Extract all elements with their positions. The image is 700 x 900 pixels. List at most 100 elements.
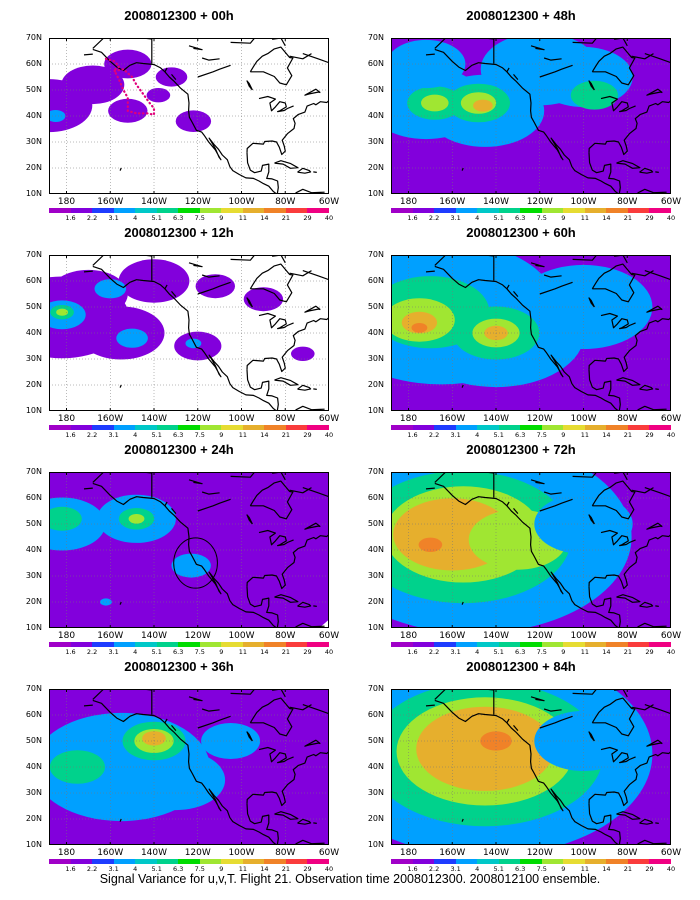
longitude-label: 120W <box>184 414 211 424</box>
coastline <box>639 167 654 174</box>
colorbar-label: 14 <box>260 865 269 873</box>
map-border <box>49 689 329 845</box>
colorbar-swatch <box>307 642 330 647</box>
coastline <box>434 482 620 628</box>
colorbar-label: 11 <box>238 648 247 656</box>
latitude-label: 50N <box>25 519 42 528</box>
coastline <box>297 818 312 825</box>
colorbar-label: 11 <box>580 214 589 222</box>
longitude-label: 60W <box>318 631 340 641</box>
colorbar-swatch <box>541 859 564 864</box>
colorbar-label: 3.1 <box>450 865 461 873</box>
colorbar-label: 3.1 <box>108 214 119 222</box>
coastline <box>530 45 545 51</box>
variance-blob <box>146 88 171 103</box>
longitude-label: 80W <box>275 631 296 641</box>
colorbar-swatch <box>434 208 457 213</box>
coastline <box>188 45 203 51</box>
colorbar-label: 14 <box>602 865 611 873</box>
colorbar-swatch <box>477 425 500 430</box>
variance-blob <box>570 80 618 110</box>
colorbar-label: 21 <box>623 648 633 656</box>
map-border <box>49 472 329 628</box>
forecast-panel: 2008012300 + 84h 70N 60N 50N 40N 30N 20N 10N 180… <box>356 659 686 875</box>
longitude-label: 60W <box>318 414 340 424</box>
coastline <box>588 80 595 91</box>
longitude-label: 160W <box>97 414 124 424</box>
colorbar-label: 6.3 <box>173 648 184 656</box>
panel-title: 2008012300 + 00h <box>124 8 234 23</box>
variance-blob <box>128 514 145 524</box>
map-plot-area <box>49 472 329 628</box>
colorbar-label: 7.5 <box>194 648 205 656</box>
coastline <box>258 95 294 113</box>
colorbar-swatch <box>606 859 629 864</box>
colorbar-swatch <box>455 208 478 213</box>
colorbar-swatch <box>49 859 72 864</box>
latitude-label: 50N <box>25 302 42 311</box>
coastline <box>246 586 279 628</box>
coastline <box>164 67 168 73</box>
latitude-label: 40N <box>25 545 42 554</box>
map-border <box>391 38 671 194</box>
map-plot-area <box>391 255 671 411</box>
colorbar-label: 40 <box>666 214 676 222</box>
colorbar <box>391 642 672 647</box>
coastline <box>304 88 321 96</box>
longitude-label: 140W <box>140 414 168 424</box>
coastline <box>201 708 220 712</box>
colorbar-swatch <box>412 208 435 213</box>
colorbar-swatch <box>178 859 201 864</box>
variance-blob <box>56 308 68 316</box>
colorbar-label: 1.6 <box>407 431 418 439</box>
colorbar-label: 5.1 <box>151 648 162 656</box>
coastline <box>539 498 573 512</box>
latitude-label: 60N <box>367 493 384 502</box>
colorbar-label: 1.6 <box>65 431 76 439</box>
colorbar-label: 7.5 <box>536 865 547 873</box>
colorbar-label: 1.6 <box>65 865 76 873</box>
coastline <box>425 487 435 490</box>
colorbar-label: 21 <box>281 431 291 439</box>
colorbar-label: 6.3 <box>173 214 184 222</box>
coastline <box>530 479 545 485</box>
colorbar-label: 7.5 <box>536 214 547 222</box>
map-plot-area <box>49 689 329 845</box>
coastline <box>83 53 93 56</box>
colorbar-label: 2.2 <box>86 648 98 656</box>
colorbar-label: 1.6 <box>65 648 76 656</box>
forecast-panel: 2008012300 + 72h 70N 60N 50N 40N 30N 20N 10N 180… <box>356 442 686 658</box>
colorbar-swatch <box>156 208 179 213</box>
coastline <box>289 53 312 60</box>
colorbar-label: 29 <box>303 214 312 222</box>
latitude-label: 70N <box>25 33 42 42</box>
coastline <box>246 750 329 807</box>
colorbar-swatch <box>434 642 457 647</box>
colorbar-swatch <box>649 208 672 213</box>
longitude-label: 80W <box>275 197 296 207</box>
colorbar-swatch <box>563 425 586 430</box>
coastline <box>631 53 654 60</box>
colorbar-label: 11 <box>580 648 589 656</box>
coastline <box>588 316 671 373</box>
panel-title: 2008012300 + 84h <box>466 659 576 674</box>
colorbar-swatch <box>307 859 330 864</box>
latitude-label: 70N <box>367 33 384 42</box>
colorbar-swatch <box>584 425 607 430</box>
colorbar-label: 29 <box>645 431 654 439</box>
coastline <box>600 312 636 330</box>
colorbar-label: 11 <box>580 865 589 873</box>
coastline <box>591 697 636 737</box>
longitude-label: 140W <box>140 631 168 641</box>
coastline <box>631 487 654 494</box>
panel-title: 2008012300 + 60h <box>466 225 576 240</box>
latitude-label: 70N <box>25 467 42 476</box>
latitude-label: 60N <box>367 710 384 719</box>
coastline <box>92 699 278 845</box>
variance-blob <box>116 328 148 348</box>
coastline <box>600 746 636 764</box>
coastline <box>274 160 299 169</box>
longitude-label: 160W <box>439 414 466 424</box>
colorbar-label: 21 <box>623 431 633 439</box>
colorbar-label: 21 <box>281 648 291 656</box>
